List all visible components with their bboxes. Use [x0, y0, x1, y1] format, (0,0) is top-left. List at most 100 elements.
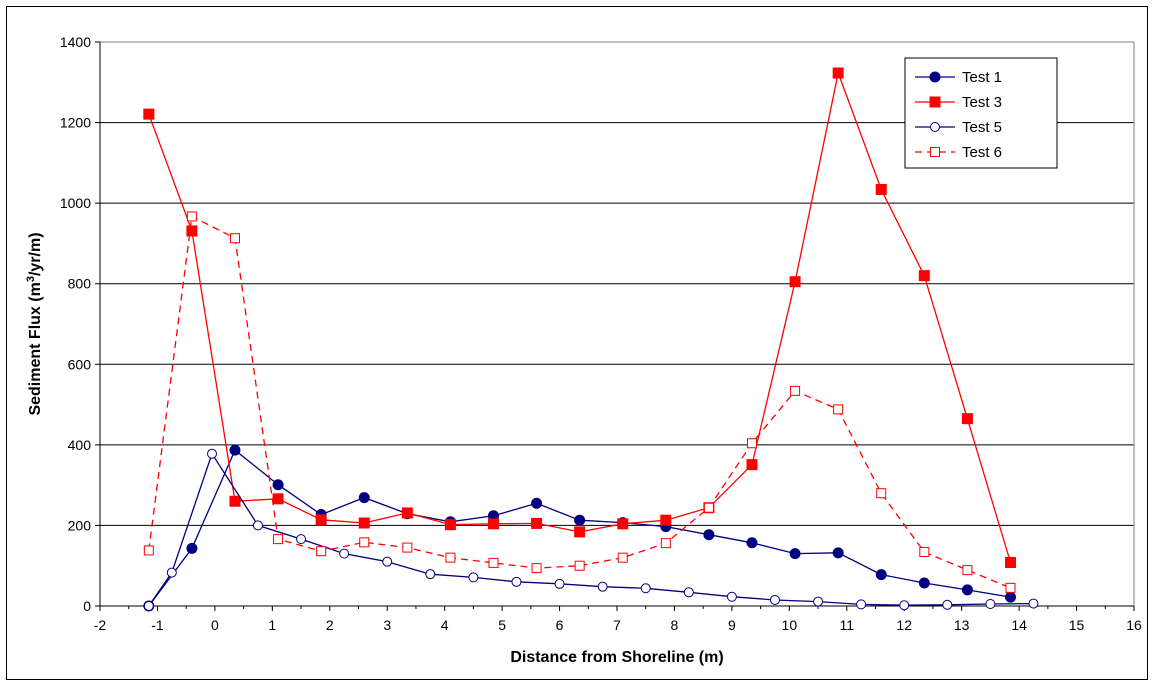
data-point [597, 581, 608, 592]
data-point [401, 507, 413, 519]
data-point [1004, 556, 1016, 568]
data-point [875, 569, 887, 581]
data-point [832, 547, 844, 559]
data-point [574, 560, 585, 571]
data-point [1028, 598, 1039, 609]
x-tick-label: 3 [383, 617, 391, 633]
y-tick-label: 1000 [60, 195, 91, 211]
x-tick-label: 14 [1011, 617, 1027, 633]
y-tick-label: 0 [83, 598, 91, 614]
x-tick-label: 6 [556, 617, 564, 633]
data-point [229, 495, 241, 507]
legend-item: Test 5 [915, 119, 1002, 136]
data-point [554, 578, 565, 589]
x-tick-label: 12 [896, 617, 912, 633]
data-point [930, 147, 940, 157]
data-point [856, 599, 867, 610]
data-point [789, 548, 801, 560]
data-point [272, 493, 284, 505]
gridlines [100, 41, 1134, 526]
series-layer [143, 67, 1039, 612]
legend-label: Test 1 [962, 69, 1002, 86]
x-tick-label: 13 [954, 617, 970, 633]
x-tick-label: 11 [840, 617, 855, 633]
series-test-3 [143, 67, 1016, 568]
data-point [789, 276, 801, 288]
data-point [186, 542, 198, 554]
data-point [942, 599, 953, 610]
x-tick-label: 5 [498, 617, 506, 633]
x-tick-label: -1 [151, 617, 164, 633]
data-point [703, 502, 714, 513]
series-test-5 [143, 448, 1039, 611]
data-point [273, 534, 284, 545]
data-point [574, 514, 586, 526]
data-point [207, 448, 218, 459]
data-point [358, 517, 370, 529]
data-point [272, 479, 284, 491]
data-point [425, 569, 436, 580]
data-point [962, 565, 973, 576]
y-axis-title-rest: /yr/m) [27, 232, 44, 276]
data-point [961, 584, 973, 596]
data-point [919, 547, 930, 558]
data-point [746, 459, 758, 471]
x-tick-label: 1 [268, 617, 276, 633]
data-point [660, 538, 671, 549]
legend-label: Test 5 [962, 119, 1002, 136]
data-point [468, 572, 479, 583]
data-point [746, 438, 757, 449]
data-point [876, 488, 887, 499]
data-point [1004, 591, 1016, 603]
data-point [402, 542, 413, 553]
data-point [359, 537, 370, 548]
data-point [875, 183, 887, 195]
data-point [296, 534, 307, 545]
data-point [316, 546, 327, 557]
x-tick-label: 7 [613, 617, 621, 633]
legend-item: Test 1 [915, 69, 1002, 86]
data-point [487, 518, 499, 530]
x-tick-label: 4 [441, 617, 449, 633]
y-axis-title-superscript: 3 [25, 276, 37, 282]
data-point [445, 552, 456, 563]
data-point [531, 563, 542, 574]
data-point [229, 233, 240, 244]
x-tick-label: 16 [1126, 617, 1142, 633]
x-tick-label: -2 [94, 617, 107, 633]
data-point [640, 583, 651, 594]
x-tick-label: 15 [1069, 617, 1085, 633]
x-tick-label: 10 [782, 617, 798, 633]
x-tick-label: 2 [326, 617, 334, 633]
chart-frame [6, 6, 1148, 680]
data-point [488, 557, 499, 568]
data-point [1005, 582, 1016, 593]
data-point [918, 270, 930, 282]
data-point [930, 122, 940, 132]
data-point [929, 96, 941, 108]
data-point [143, 601, 154, 611]
data-point [832, 67, 844, 79]
data-point [574, 526, 586, 538]
x-axis-title: Distance from Shoreline (m) [510, 649, 723, 666]
x-tick-label: 0 [211, 617, 219, 633]
x-tick-label: 9 [728, 617, 736, 633]
series-test-6 [143, 211, 1016, 593]
data-point [382, 556, 393, 567]
data-point [660, 514, 672, 526]
y-tick-label: 1400 [60, 34, 91, 50]
data-point [252, 520, 263, 531]
data-point [531, 497, 543, 509]
legend: Test 1 Test 3 Test 5 Test 6 [904, 57, 1058, 169]
data-point [703, 529, 715, 541]
data-point [899, 600, 910, 611]
data-point [833, 404, 844, 415]
data-point [985, 598, 996, 609]
y-tick-label: 200 [68, 517, 92, 533]
data-point [143, 545, 154, 556]
x-tick-label: 8 [671, 617, 679, 633]
y-tick-label: 1200 [60, 115, 91, 131]
data-point [358, 492, 370, 504]
data-point [961, 413, 973, 425]
